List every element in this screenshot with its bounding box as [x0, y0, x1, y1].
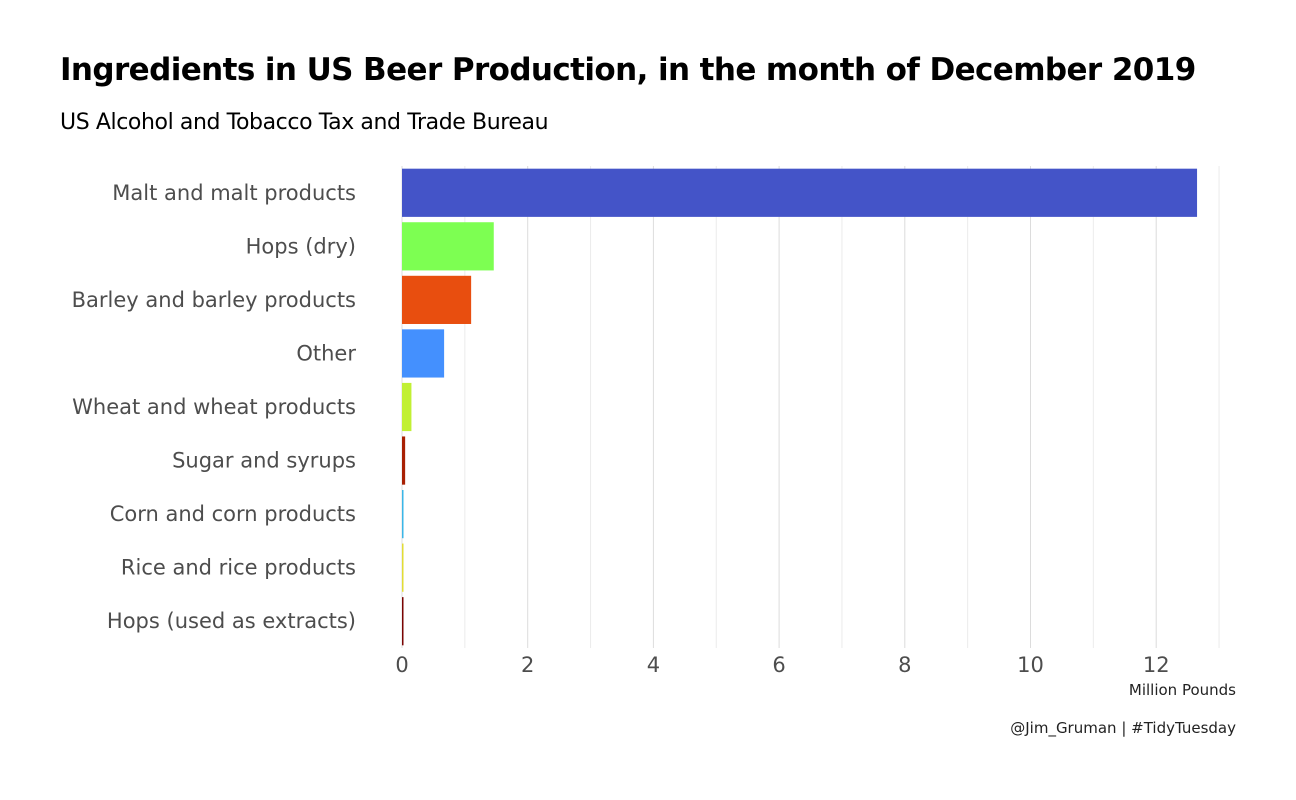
bar-wheat-and-wheat-products: [402, 382, 412, 432]
category-label: Barley and barley products: [72, 288, 356, 312]
bar-sugar-and-syrups: [402, 436, 406, 485]
chart-caption: @Jim_Gruman | #TidyTuesday: [1010, 719, 1236, 737]
bar-malt-and-malt-products: [402, 168, 1198, 217]
bar-rice-and-rice-products: [402, 543, 404, 592]
bars: [402, 168, 1198, 646]
x-tick-label: 6: [772, 653, 785, 677]
bar-other: [402, 329, 445, 378]
chart-title: Ingredients in US Beer Production, in th…: [60, 52, 1196, 88]
category-labels: Malt and malt products Hops (dry) Barley a…: [72, 181, 357, 633]
category-label: Wheat and wheat products: [72, 395, 356, 419]
bar-barley-and-barley-products: [402, 275, 472, 324]
x-axis-title: Million Pounds: [1128, 681, 1236, 699]
grid-lines: [401, 166, 1220, 648]
x-tick-label: 10: [1017, 653, 1044, 677]
bar-corn-and-corn-products: [402, 490, 404, 539]
bar-hops-used-as-extracts: [402, 597, 404, 646]
x-tick-label: 2: [521, 653, 534, 677]
x-tick-label: 8: [898, 653, 911, 677]
chart-subtitle: US Alcohol and Tobacco Tax and Trade Bur…: [60, 110, 549, 135]
category-label: Other: [296, 341, 356, 365]
x-tick-label: 4: [647, 653, 660, 677]
bar-hops-dry: [402, 222, 494, 271]
category-label: Hops (dry): [246, 234, 356, 258]
category-label: Hops (used as extracts): [107, 609, 356, 633]
category-label: Sugar and syrups: [172, 449, 356, 473]
x-tick-label: 12: [1143, 653, 1170, 677]
x-tick-labels: 0 2 4 6 8 10 12: [395, 653, 1169, 677]
category-label: Corn and corn products: [110, 502, 356, 526]
category-label: Rice and rice products: [121, 556, 356, 580]
category-label: Malt and malt products: [112, 181, 356, 205]
x-tick-label: 0: [395, 653, 408, 677]
